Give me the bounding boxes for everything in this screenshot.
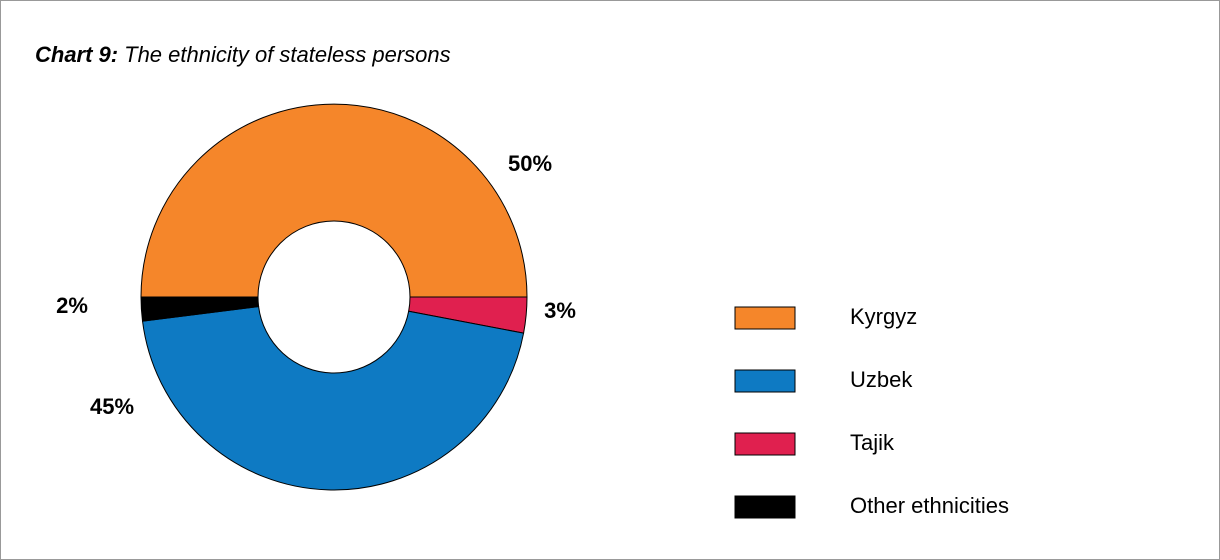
legend-label: Tajik [850,430,895,455]
chart-title: Chart 9: The ethnicity of stateless perso… [35,42,451,67]
title-label: Chart 9: [35,42,118,67]
legend-label: Other ethnicities [850,493,1009,518]
donut-segment [140,296,260,322]
legend-label: Kyrgyz [850,304,917,329]
value-label: 3% [544,298,576,323]
value-label: 2% [56,293,88,318]
legend-label: Uzbek [850,367,913,392]
legend-swatch [734,432,796,456]
legend-swatch [734,495,796,519]
title-text: The ethnicity of stateless persons [124,42,451,67]
value-label: 50% [508,151,552,176]
donut-segment [140,103,528,298]
value-label: 45% [90,394,134,419]
legend-swatch [734,369,796,393]
legend-swatch [734,306,796,330]
donut-segment [141,305,525,491]
